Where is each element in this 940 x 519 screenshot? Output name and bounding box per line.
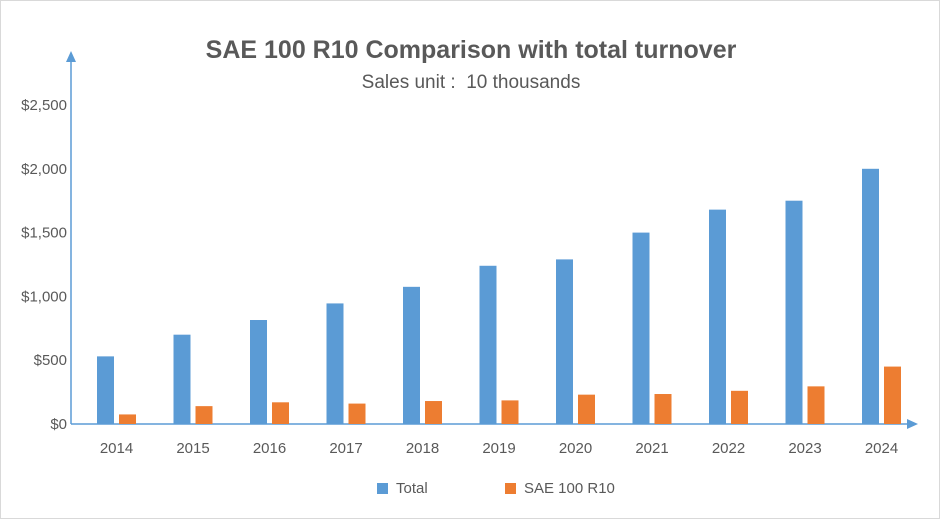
x-axis-arrow-icon — [907, 419, 918, 429]
bar-total — [173, 334, 191, 424]
bar-sae-100-r10 — [501, 400, 519, 424]
y-tick-label: $1,500 — [21, 225, 67, 242]
bar-total — [403, 286, 420, 424]
legend-label-sae-100-r10: SAE 100 R10 — [524, 480, 615, 497]
legend-swatch-total — [377, 483, 388, 494]
bar-sae-100-r10 — [425, 401, 442, 424]
y-tick-label: $2,000 — [21, 161, 67, 178]
y-tick-label: $2,500 — [21, 97, 67, 114]
bar-total — [326, 303, 344, 424]
bars — [97, 168, 901, 424]
legend-swatch-sae-100-r10 — [505, 483, 516, 494]
x-tick-label: 2020 — [559, 440, 592, 457]
x-tick-label: 2018 — [406, 440, 439, 457]
x-tick-label: 2019 — [482, 440, 515, 457]
y-tick-label: $0 — [50, 416, 67, 433]
bar-total — [250, 320, 267, 424]
legend-item-total: Total — [377, 480, 428, 497]
legend: Total SAE 100 R10 — [1, 480, 939, 502]
chart-title: SAE 100 R10 Comparison with total turnov… — [205, 36, 737, 64]
chart-subtitle: Sales unit : 10 thousands — [361, 72, 581, 93]
bar-total — [632, 232, 650, 424]
x-tick-label: 2016 — [253, 440, 286, 457]
y-tick-label: $1,000 — [21, 288, 67, 305]
x-tick-label: 2015 — [176, 440, 209, 457]
x-tick-label: 2021 — [635, 440, 668, 457]
y-axis: $0 $500 $1,000 $1,500 $2,000 $2,500 — [21, 51, 76, 433]
bar-sae-100-r10 — [272, 402, 289, 424]
bar-sae-100-r10 — [884, 366, 901, 424]
bar-sae-100-r10 — [119, 414, 136, 424]
bar-total — [709, 209, 726, 424]
bar-sae-100-r10 — [807, 386, 825, 424]
bar-sae-100-r10 — [654, 394, 672, 424]
x-axis: 2014 2015 2016 2017 2018 2019 2020 2021 2022 2023… — [71, 419, 918, 457]
legend-label-total: Total — [396, 480, 428, 497]
bar-total — [556, 259, 573, 424]
bar-sae-100-r10 — [348, 403, 366, 424]
x-tick-label: 2014 — [100, 440, 133, 457]
bar-sae-100-r10 — [578, 394, 595, 424]
bar-total — [479, 265, 497, 424]
bar-total — [97, 356, 114, 424]
bar-sae-100-r10 — [195, 406, 213, 424]
y-tick-label: $500 — [34, 352, 67, 369]
x-tick-label: 2023 — [788, 440, 821, 457]
x-tick-label: 2024 — [865, 440, 898, 457]
x-tick-label: 2022 — [712, 440, 745, 457]
x-tick-label: 2017 — [329, 440, 362, 457]
bar-sae-100-r10 — [731, 390, 748, 424]
bar-total — [862, 168, 879, 424]
legend-item-sae-100-r10: SAE 100 R10 — [505, 480, 615, 497]
bar-total — [785, 200, 803, 424]
y-axis-arrow-icon — [66, 51, 76, 62]
